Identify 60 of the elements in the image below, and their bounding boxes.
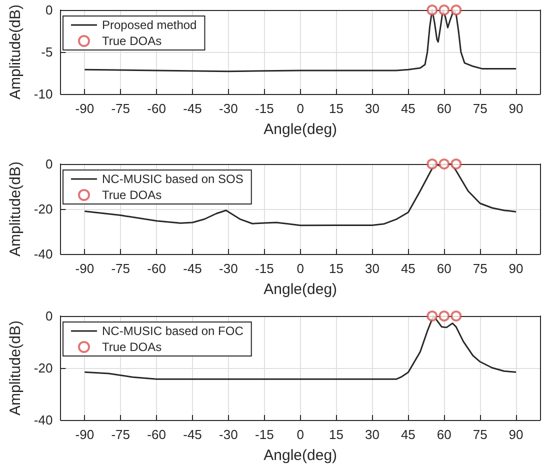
x-tick-label: 75	[472, 261, 488, 276]
y-tick-label: 0	[45, 308, 53, 324]
y-tick-label: -40	[34, 412, 53, 428]
x-tick-label: -90	[75, 427, 94, 442]
x-tick-label: -75	[111, 427, 130, 442]
x-axis-title: Angle(deg)	[264, 121, 338, 138]
x-tick-label: -60	[147, 261, 166, 276]
y-tick-label: -10	[34, 86, 53, 102]
y-axis-title: Amplitude(dB)	[7, 320, 24, 416]
x-tick-label: 15	[329, 261, 344, 276]
legend-label: Proposed method	[102, 18, 197, 32]
legend-label: True DOAs	[102, 188, 162, 202]
x-tick-label: -45	[183, 261, 202, 276]
x-tick-label: 15	[329, 101, 344, 116]
legend-label: NC-MUSIC based on FOC	[102, 324, 244, 338]
x-tick-label: -30	[219, 261, 238, 276]
x-tick-label: 0	[296, 101, 304, 116]
x-axis-title: Angle(deg)	[264, 281, 338, 298]
legend-label: True DOAs	[102, 340, 162, 354]
y-tick-label: -20	[34, 360, 53, 376]
x-tick-label: -60	[147, 427, 166, 442]
x-tick-label: -30	[219, 101, 238, 116]
x-tick-label: -60	[147, 101, 166, 116]
y-tick-label: -5	[41, 44, 53, 60]
x-tick-label: 30	[365, 261, 380, 276]
x-tick-label: 45	[400, 101, 416, 116]
x-tick-label: 60	[436, 261, 452, 276]
x-tick-label: -45	[183, 101, 202, 116]
x-tick-label: 60	[436, 101, 452, 116]
x-tick-label: 45	[400, 261, 416, 276]
y-tick-label: -20	[34, 202, 53, 216]
x-tick-label: -75	[111, 101, 130, 116]
x-tick-label: -30	[219, 427, 238, 442]
x-tick-label: 15	[329, 427, 344, 442]
x-tick-label: 90	[508, 261, 524, 276]
x-tick-label: -15	[255, 427, 274, 442]
x-tick-label: -15	[255, 101, 274, 116]
y-tick-label: 0	[45, 2, 53, 18]
x-tick-label: 30	[365, 101, 380, 116]
x-tick-label: 0	[296, 427, 304, 442]
x-tick-label: 90	[508, 427, 524, 442]
y-axis-title: Amplitude(dB)	[7, 161, 24, 257]
x-tick-label: -90	[75, 261, 94, 276]
x-tick-label: -15	[255, 261, 274, 276]
x-tick-label: -75	[111, 261, 130, 276]
x-tick-label: 75	[472, 427, 488, 442]
x-tick-label: 90	[508, 101, 524, 116]
x-tick-label: 60	[436, 427, 452, 442]
y-tick-label: 0	[45, 156, 53, 172]
x-tick-label: -90	[75, 101, 94, 116]
legend-label: True DOAs	[102, 34, 162, 48]
y-tick-label: -40	[34, 246, 53, 262]
y-axis-title: Amplitude(dB)	[7, 4, 24, 100]
x-tick-label: 30	[365, 427, 380, 442]
x-tick-label: 45	[400, 427, 416, 442]
x-tick-label: -45	[183, 427, 202, 442]
x-tick-label: 75	[472, 101, 488, 116]
legend-label: NC-MUSIC based on SOS	[102, 172, 244, 186]
x-axis-title: Angle(deg)	[264, 447, 338, 464]
x-tick-label: 0	[296, 261, 304, 276]
